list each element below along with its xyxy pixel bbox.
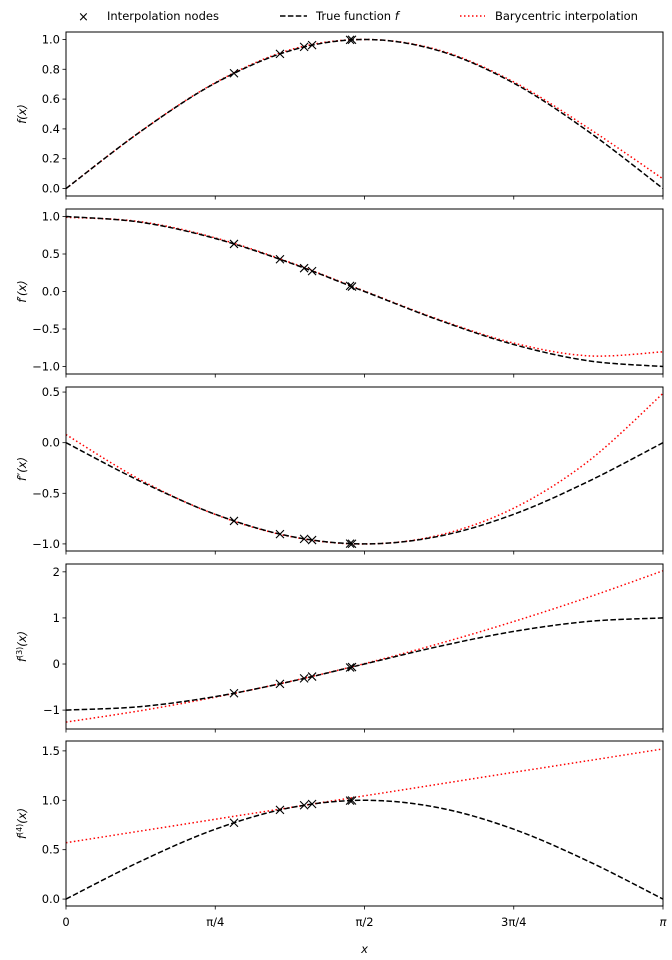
y-tick-label: 0.0 — [42, 436, 60, 450]
y-tick-label: 0.0 — [42, 892, 60, 906]
y-tick-label: 1.5 — [42, 744, 60, 758]
subplot-1: 0.0 0.2 0.4 0.6 0.8 1.0 f(x) — [15, 31, 664, 200]
y-tick-label: 0.5 — [42, 385, 60, 399]
x-tick-label: π/4 — [206, 915, 224, 929]
y-tick-label: −0.5 — [32, 322, 60, 336]
y-tick-label: −0.5 — [32, 486, 60, 500]
x-axis-label: x — [360, 942, 368, 956]
interpolation-node-marker — [307, 535, 317, 545]
x-tick-label: π/2 — [355, 915, 373, 929]
barycentric-interpolation-line — [66, 38, 663, 190]
interpolation-node-marker — [229, 688, 239, 698]
y-tick-label: 0.8 — [42, 62, 60, 76]
interpolation-node-marker — [347, 35, 357, 45]
axes-frame — [65, 563, 664, 730]
interpolation-node-marker — [229, 516, 239, 526]
interpolation-node-marker — [229, 818, 239, 828]
y-tick-label: 0.4 — [42, 122, 60, 136]
interpolation-node-marker — [345, 796, 355, 805]
true-function-line — [66, 442, 663, 545]
subplot-3: −1.0 −0.5 0.0 0.5 f″(x) — [15, 385, 664, 555]
y-axis-label: f′(x) — [15, 280, 29, 302]
interpolation-node-marker — [229, 68, 239, 78]
y-tick-label: 1 — [53, 611, 60, 625]
y-tick-label: 1.0 — [42, 32, 60, 46]
y-tick-label: 1.0 — [42, 210, 60, 224]
interpolation-node-marker — [299, 800, 309, 810]
y-axis-label: f(x) — [15, 104, 29, 124]
interpolation-node-marker — [345, 663, 355, 672]
interpolation-node-marker — [299, 42, 309, 52]
true-function-line — [66, 38, 663, 190]
interpolation-node-marker — [275, 529, 285, 539]
y-tick-label: −1.0 — [32, 360, 60, 374]
true-function-line — [66, 215, 663, 368]
y-axis-label: f(4)(x) — [15, 808, 29, 839]
interpolation-node-marker — [307, 799, 317, 809]
interpolation-node-marker — [347, 539, 357, 549]
interpolation-node-marker — [275, 49, 285, 59]
y-tick-label: 0.0 — [42, 182, 60, 196]
y-tick-label: 2 — [53, 565, 60, 579]
true-function-line — [66, 617, 663, 711]
interpolation-node-marker — [299, 673, 309, 683]
y-tick-label: 0.5 — [42, 247, 60, 261]
barycentric-interpolation-line — [66, 216, 663, 357]
interpolation-node-marker — [275, 254, 285, 264]
y-tick-label: 0.6 — [42, 92, 60, 106]
true-function-line — [66, 799, 663, 900]
interpolation-node-marker — [275, 805, 285, 815]
axes-frame — [65, 386, 664, 552]
barycentric-interpolation-line — [66, 392, 663, 545]
subplot-5: 0.0 0.5 1.0 1.5 0 π/4 π/2 3π/4 π f(4)(x) x — [15, 740, 668, 956]
subplot-4: −1 0 1 2 f(3)(x) — [15, 563, 664, 733]
y-tick-label: 0 — [53, 657, 60, 671]
interpolation-node-marker — [229, 239, 239, 249]
barycentric-interpolation-line — [66, 570, 663, 723]
barycentric-interpolation-line — [66, 748, 663, 844]
axes-frame — [65, 740, 664, 907]
subplot-2: −1.0 −0.5 0.0 0.5 1.0 f′(x) — [15, 208, 664, 378]
interpolation-node-marker — [345, 539, 355, 548]
interpolation-node-marker — [307, 672, 317, 681]
interpolation-node-marker — [345, 281, 355, 291]
x-tick-label: 3π/4 — [501, 915, 526, 929]
x-tick-label: 0 — [62, 915, 69, 929]
y-tick-label: 0.0 — [42, 285, 60, 299]
y-tick-label: 0.5 — [42, 843, 60, 857]
axes-frame — [65, 31, 664, 197]
legend: × Interpolation nodes True function f Ba… — [78, 9, 638, 25]
interpolation-node-marker — [307, 40, 317, 50]
x-tick-label: π — [660, 915, 668, 929]
legend-label-barycentric: Barycentric interpolation — [495, 9, 638, 23]
interpolation-node-marker — [347, 282, 357, 291]
legend-label-true: True function f — [315, 9, 401, 23]
interpolation-node-marker — [345, 35, 355, 45]
y-tick-label: 1.0 — [42, 793, 60, 807]
legend-marker-nodes: × — [78, 10, 89, 25]
interpolation-node-marker — [347, 796, 357, 805]
y-tick-label: −1.0 — [32, 537, 60, 551]
y-axis-label: f(3)(x) — [15, 631, 29, 662]
y-tick-label: −1 — [43, 703, 60, 717]
interpolation-node-marker — [299, 534, 309, 544]
y-tick-label: 0.2 — [42, 152, 60, 166]
interpolation-node-marker — [307, 266, 317, 276]
interpolation-node-marker — [347, 662, 357, 672]
y-axis-label: f″(x) — [15, 457, 29, 481]
interpolation-node-marker — [299, 263, 309, 273]
legend-label-nodes: Interpolation nodes — [107, 9, 219, 23]
interpolation-node-marker — [275, 679, 285, 689]
